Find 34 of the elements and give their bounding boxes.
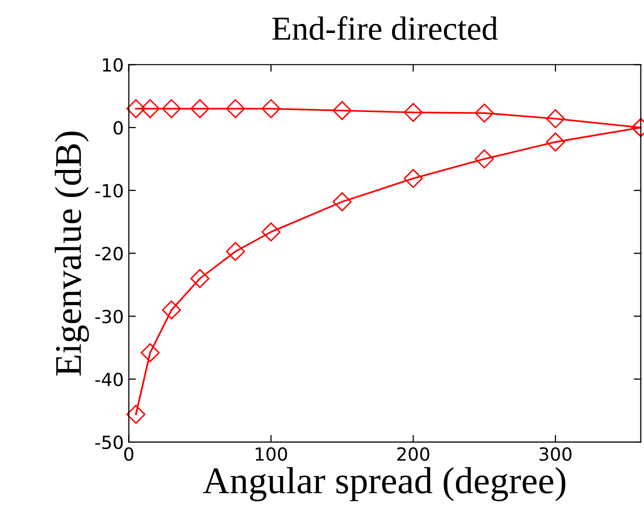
point	[190, 268, 210, 288]
point	[261, 99, 281, 118]
x-tick-label: 200	[397, 447, 430, 461]
point	[140, 343, 160, 362]
point	[226, 99, 245, 118]
x-axis-title: Angular spread (degree)	[202, 467, 566, 502]
point	[261, 222, 281, 242]
point	[404, 168, 423, 188]
y-tick-label: -50	[95, 435, 123, 450]
point	[226, 242, 245, 261]
point	[546, 132, 565, 152]
x-tick-label: 300	[540, 447, 572, 461]
y-tick-label: -20	[95, 246, 123, 260]
point	[126, 404, 146, 424]
point	[332, 101, 352, 120]
x-tick-label: 0	[124, 447, 134, 461]
x-tick-label: 100	[256, 447, 288, 461]
point	[404, 102, 423, 122]
point	[126, 99, 146, 118]
point	[474, 104, 494, 123]
y-axis-title: Eigenvalue (dB)	[54, 132, 89, 376]
y-tick-label: -30	[95, 310, 123, 324]
point	[332, 192, 352, 212]
y-tick-label: -10	[95, 184, 123, 198]
point	[162, 99, 181, 118]
point	[190, 99, 210, 118]
y-tick-label: -40	[95, 372, 123, 386]
y-tick-label: 10	[102, 58, 123, 72]
y-tick-label: 0	[114, 120, 123, 135]
point	[162, 300, 181, 320]
point	[474, 149, 494, 169]
point	[140, 99, 160, 118]
chart-title: End-fire directed	[272, 16, 498, 40]
point	[546, 109, 565, 128]
